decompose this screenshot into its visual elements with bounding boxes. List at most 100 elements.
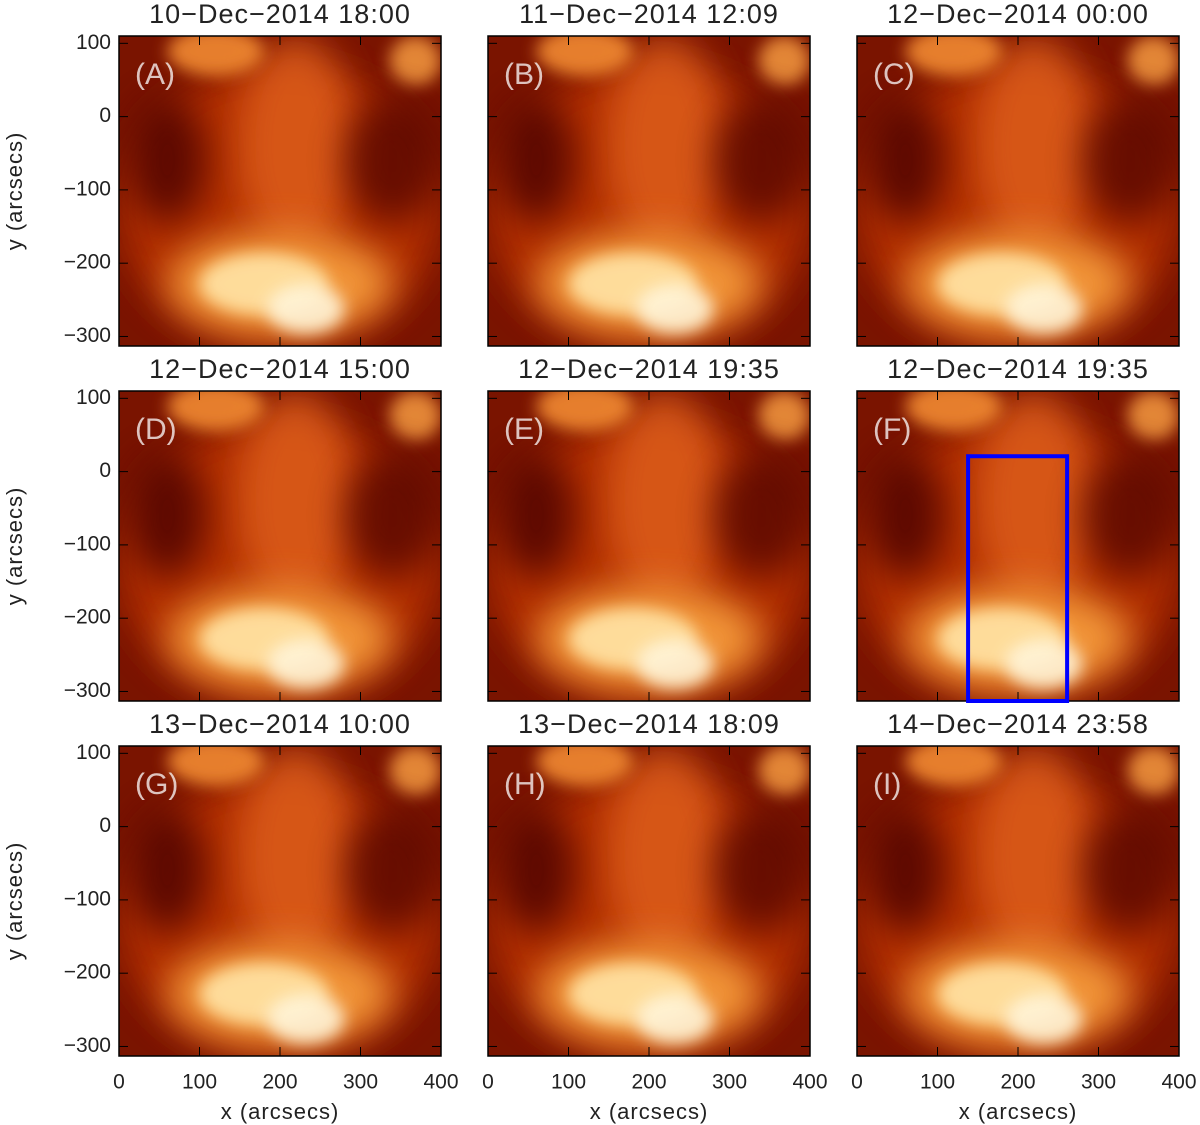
panel: 10−Dec−2014 18:00 (A) −300 −200 −100 0 100 y (a… xyxy=(2,0,442,347)
x-tick-label: 100 xyxy=(920,1071,955,1094)
x-tick-label: 400 xyxy=(1161,1071,1196,1094)
panel: 12−Dec−2014 15:00 (D) −300 −200 −100 0 100 y (a… xyxy=(2,354,442,702)
image-feature xyxy=(758,36,810,86)
x-tick-label: 0 xyxy=(482,1071,494,1094)
image-feature xyxy=(267,639,345,689)
panel-title: 11−Dec−2014 12:09 xyxy=(519,0,779,29)
panel-title: 13−Dec−2014 10:00 xyxy=(149,709,411,739)
panel: 12−Dec−2014 19:35 (E) xyxy=(487,354,811,702)
y-tick-label: −300 xyxy=(64,679,111,702)
image-feature xyxy=(128,98,206,222)
image-feature xyxy=(344,808,441,932)
image-feature xyxy=(636,994,714,1044)
y-tick-label: −200 xyxy=(64,606,111,629)
panel: 12−Dec−2014 00:00 (C) xyxy=(856,0,1180,347)
solar-image xyxy=(488,36,810,346)
image-feature xyxy=(976,391,1093,608)
image-feature xyxy=(866,808,944,932)
y-axis-label: y (arcsecs) xyxy=(2,842,27,961)
x-tick-label: 300 xyxy=(343,1071,378,1094)
panel-label: (E) xyxy=(504,413,544,446)
image-feature xyxy=(167,746,264,787)
image-feature xyxy=(389,746,441,796)
region-box xyxy=(966,454,1070,703)
solar-image xyxy=(119,391,441,701)
panel-label: (I) xyxy=(873,768,901,801)
image-feature xyxy=(536,391,633,432)
image-feature xyxy=(713,453,810,577)
image-feature xyxy=(344,453,441,577)
image-feature xyxy=(1082,808,1179,932)
x-tick-label: 200 xyxy=(1000,1071,1035,1094)
image-feature xyxy=(1005,284,1083,334)
image-feature xyxy=(758,746,810,796)
image-feature xyxy=(267,284,345,334)
panel-title: 14−Dec−2014 23:58 xyxy=(887,709,1149,739)
image-feature xyxy=(497,808,575,932)
y-tick-label: 100 xyxy=(76,741,111,764)
x-tick-label: 0 xyxy=(851,1071,863,1094)
panel: 12−Dec−2014 19:35 (F) xyxy=(856,354,1180,703)
image-feature xyxy=(536,36,633,77)
image-feature xyxy=(497,98,575,222)
image-feature xyxy=(713,808,810,932)
image-feature xyxy=(636,284,714,334)
x-tick-label: 100 xyxy=(551,1071,586,1094)
y-axis-label: y (arcsecs) xyxy=(2,132,27,251)
image-feature xyxy=(905,391,1002,432)
y-tick-label: 0 xyxy=(99,459,111,482)
solar-image xyxy=(857,391,1179,701)
panel-title: 12−Dec−2014 19:35 xyxy=(518,354,780,384)
solar-image xyxy=(119,746,441,1056)
panel-title: 12−Dec−2014 15:00 xyxy=(149,354,411,384)
image-feature xyxy=(866,98,944,222)
panel: 13−Dec−2014 18:09 (H) 0 100 200 300 400 x (arcs… xyxy=(482,709,827,1124)
panel-title: 10−Dec−2014 18:00 xyxy=(149,0,411,29)
image-feature xyxy=(344,98,441,222)
image-feature xyxy=(607,391,724,608)
x-tick-label: 200 xyxy=(631,1071,666,1094)
image-feature xyxy=(713,98,810,222)
y-tick-label: −100 xyxy=(64,177,111,200)
image-feature xyxy=(167,391,264,432)
solar-image xyxy=(119,36,441,346)
y-axis-label: y (arcsecs) xyxy=(2,487,27,606)
image-feature xyxy=(1127,36,1179,86)
panel-label: (A) xyxy=(135,58,175,91)
image-feature xyxy=(976,746,1093,963)
panel-title: 12−Dec−2014 00:00 xyxy=(887,0,1149,29)
x-tick-label: 200 xyxy=(262,1071,297,1094)
image-feature xyxy=(866,453,944,577)
image-feature xyxy=(1127,391,1179,441)
image-feature xyxy=(267,994,345,1044)
panel-title: 12−Dec−2014 19:35 xyxy=(887,354,1149,384)
solar-image xyxy=(857,36,1179,346)
image-feature xyxy=(636,639,714,689)
y-tick-label: −200 xyxy=(64,961,111,984)
image-feature xyxy=(128,453,206,577)
image-feature xyxy=(1005,639,1083,689)
image-feature xyxy=(497,453,575,577)
image-feature xyxy=(905,36,1002,77)
y-tick-label: −200 xyxy=(64,251,111,274)
image-feature xyxy=(607,746,724,963)
x-axis-label: x (arcsecs) xyxy=(959,1099,1078,1124)
y-tick-label: 100 xyxy=(76,31,111,54)
image-feature xyxy=(128,808,206,932)
solar-image xyxy=(488,746,810,1056)
image-feature xyxy=(758,391,810,441)
image-feature xyxy=(1127,746,1179,796)
image-feature xyxy=(238,746,355,963)
image-feature xyxy=(536,746,633,787)
image-feature xyxy=(167,36,264,77)
solar-image xyxy=(857,746,1179,1056)
panel: 14−Dec−2014 23:58 (I) 0 100 200 300 400 x (arcs… xyxy=(851,709,1196,1124)
image-feature xyxy=(1005,994,1083,1044)
panel: 11−Dec−2014 12:09 (B) xyxy=(487,0,811,347)
x-tick-label: 0 xyxy=(113,1071,125,1094)
y-tick-label: 0 xyxy=(99,104,111,127)
panel-label: (G) xyxy=(135,768,178,801)
x-tick-label: 400 xyxy=(792,1071,827,1094)
x-tick-label: 300 xyxy=(1081,1071,1116,1094)
